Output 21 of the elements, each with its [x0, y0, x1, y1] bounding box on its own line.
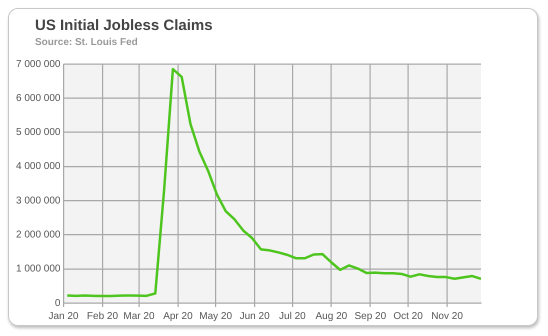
x-tick-label: Sep 20 [354, 310, 387, 322]
x-tick-label: Feb 20 [86, 310, 118, 322]
y-tick-label: 4 000 000 [16, 161, 61, 172]
x-tick-label: Apr 20 [163, 310, 194, 322]
x-tick-label: Nov 20 [431, 310, 464, 322]
chart-subtitle: Source: St. Louis Fed [35, 37, 139, 48]
chart-title: US Initial Jobless Claims [35, 17, 214, 34]
x-tick-label: Jul 20 [279, 310, 306, 322]
y-tick-label: 5 000 000 [16, 127, 61, 138]
x-tick-label: Mar 20 [123, 310, 155, 322]
x-tick-label: Aug 20 [316, 310, 348, 322]
y-tick-label: 0 [54, 298, 61, 309]
x-tick-label: May 20 [199, 310, 232, 322]
x-tick-label: Jun 20 [240, 310, 270, 322]
x-tick-label: Oct 20 [393, 310, 424, 322]
y-tick-label: 2 000 000 [16, 229, 61, 240]
y-tick-label: 3 000 000 [16, 195, 61, 206]
y-tick-label: 6 000 000 [16, 92, 61, 104]
y-tick-label: 1 000 000 [16, 264, 61, 275]
y-tick-label: 7 000 000 [16, 58, 61, 70]
x-tick-label: Jan 20 [48, 310, 79, 322]
